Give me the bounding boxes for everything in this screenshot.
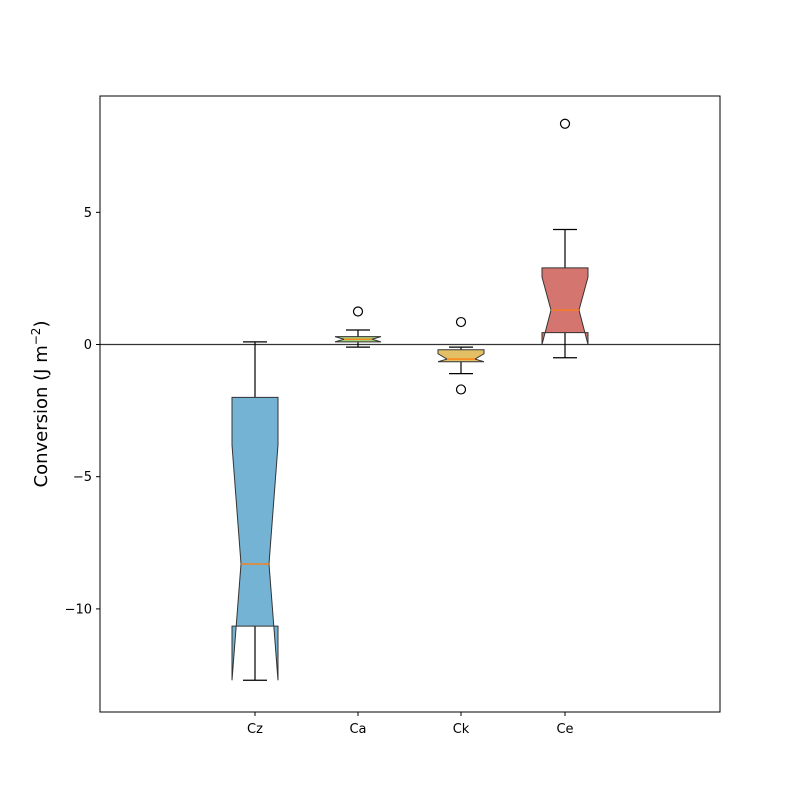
flier-ce	[559, 118, 571, 129]
box-ce	[541, 267, 589, 345]
x-tick-label-ca: Ca	[349, 722, 366, 737]
flier-ck	[455, 384, 467, 395]
y-tick-label: −10	[65, 602, 92, 617]
y-tick-label: 0	[84, 338, 92, 353]
axes: Cz Ca Ck Ce 5 0 −5 −10	[65, 95, 721, 737]
axes-frame	[99, 95, 721, 713]
y-axis-label: Conversion (J m−2)	[29, 321, 52, 488]
box-cz	[231, 396, 279, 681]
y-tick-label: 5	[84, 206, 92, 221]
flier-ck	[455, 316, 467, 328]
x-tick-label-ce: Ce	[556, 722, 573, 737]
box-ck	[437, 349, 485, 363]
y-tick-label: −5	[73, 470, 92, 485]
flier-ca	[352, 306, 364, 317]
plot-area	[100, 118, 720, 681]
x-tick-label-cz: Cz	[247, 722, 263, 737]
x-tick-label-ck: Ck	[453, 722, 470, 737]
